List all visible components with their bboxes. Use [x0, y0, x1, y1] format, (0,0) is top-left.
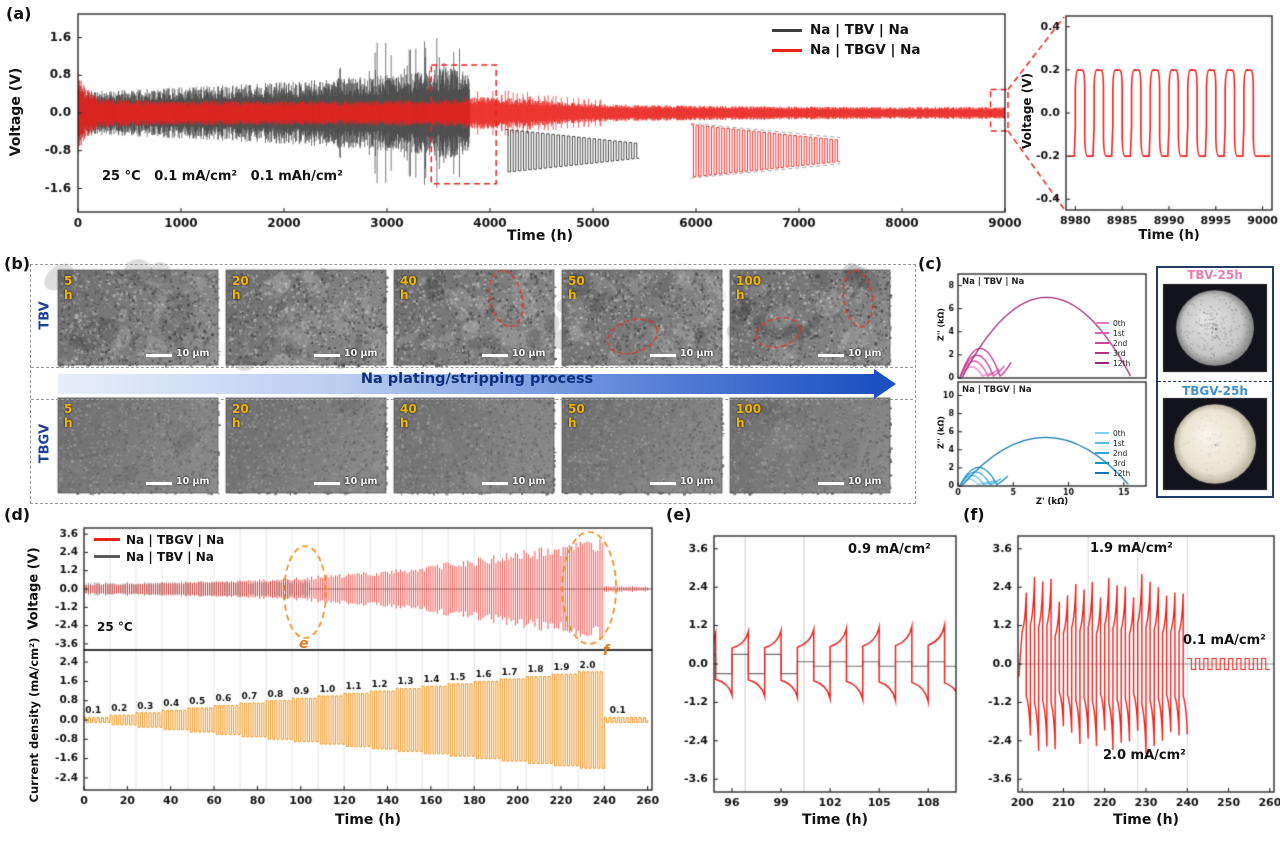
panel-f-xlabel: Time (h) — [1112, 812, 1180, 828]
panel-d-label: (d) — [4, 505, 31, 524]
panel-f-annotation-19: 1.9 mA/cm² — [1090, 541, 1173, 556]
panel-d-current-ylabel: Current density (mA/cm²) — [27, 637, 41, 803]
legend-label-tbgv: Na | TBGV | Na — [810, 42, 921, 58]
legend-item-tbv: Na | TBV | Na — [772, 20, 921, 40]
arrow-head-icon — [874, 369, 896, 399]
eis-legend-item: 0th — [1095, 318, 1130, 328]
panel-d-annotation: 25 °C — [97, 620, 133, 634]
inset-ylabel: Voltage (V) — [1020, 73, 1034, 149]
legend-label-tbgv: Na | TBGV | Na — [126, 532, 225, 547]
photo-label-tbv: TBV-25h — [1187, 268, 1243, 282]
panel-d-legend: Na | TBGV | Na Na | TBV | Na — [94, 531, 224, 565]
arrow-text: Na plating/stripping process — [360, 371, 594, 387]
panel-c-label: (c) — [918, 254, 943, 273]
photo-divider — [1158, 381, 1272, 382]
highlight-letter-e: e — [299, 636, 309, 652]
eis-legend-item: 2nd — [1095, 448, 1130, 458]
panel-f-annotation-01: 0.1 mA/cm² — [1183, 633, 1266, 648]
eis-legend-item: 3rd — [1095, 348, 1130, 358]
panel-a-ylabel: Voltage (V) — [8, 67, 24, 157]
sem-row-label-tbv: TBV — [37, 301, 53, 330]
highlight-letter-f: f — [603, 643, 610, 659]
legend-item-tbgv: Na | TBGV | Na — [94, 531, 224, 548]
legend-item-tbgv: Na | TBGV | Na — [772, 40, 921, 60]
legend-label-tbv: Na | TBV | Na — [810, 22, 909, 38]
arrow-body — [58, 374, 874, 394]
eis-legend-item: 2nd — [1095, 338, 1130, 348]
panel-e-xlabel: Time (h) — [801, 812, 869, 828]
panel-f-annotation-20: 2.0 mA/cm² — [1103, 748, 1186, 763]
inset-xlabel: Time (h) — [1138, 228, 1200, 243]
panel-a-annotation: 25 °C 0.1 mA/cm² 0.1 mAh/cm² — [102, 169, 343, 184]
eis-title-tbv: Na | TBV | Na — [962, 277, 1025, 287]
legend-label-tbv: Na | TBV | Na — [126, 549, 214, 564]
eis-title-tbgv: Na | TBGV | Na — [962, 385, 1032, 395]
eis-legend-item: 12th — [1095, 468, 1130, 478]
panel-e-label: (e) — [666, 505, 692, 524]
eis-top-ylabel: Z'' (kΩ) — [936, 308, 946, 341]
panel-b-label: (b) — [4, 254, 31, 273]
eis-legend-tbgv: 0th 1st 2nd 3rd 12th — [1095, 428, 1130, 478]
eis-bottom-ylabel: Z'' (kΩ) — [936, 416, 946, 449]
eis-legend-item: 1st — [1095, 438, 1130, 448]
photo-label-tbgv: TBGV-25h — [1182, 384, 1248, 398]
legend-line-tbv — [772, 28, 802, 32]
panel-a-legend: Na | TBV | Na Na | TBGV | Na — [772, 20, 921, 60]
legend-line-tbv — [94, 555, 120, 558]
legend-line-tbgv — [772, 48, 802, 52]
eis-xlabel: Z' (kΩ) — [1035, 497, 1069, 507]
sem-row-label-tbgv: TBGV — [37, 423, 53, 464]
eis-legend-item: 3rd — [1095, 458, 1130, 468]
eis-legend-item: 12th — [1095, 358, 1130, 368]
legend-line-tbgv — [94, 538, 120, 541]
panel-a-xlabel: Time (h) — [506, 228, 574, 244]
panel-d-xlabel: Time (h) — [334, 812, 402, 828]
eis-legend-tbv: 0th 1st 2nd 3rd 12th — [1095, 318, 1130, 368]
panel-a-label: (a) — [6, 4, 32, 23]
eis-legend-item: 0th — [1095, 428, 1130, 438]
plating-arrow: Na plating/stripping process — [58, 369, 896, 399]
panel-f-label: (f) — [963, 505, 985, 524]
panel-e-annotation: 0.9 mA/cm² — [848, 542, 931, 557]
eis-legend-item: 1st — [1095, 328, 1130, 338]
legend-item-tbv: Na | TBV | Na — [94, 548, 224, 565]
